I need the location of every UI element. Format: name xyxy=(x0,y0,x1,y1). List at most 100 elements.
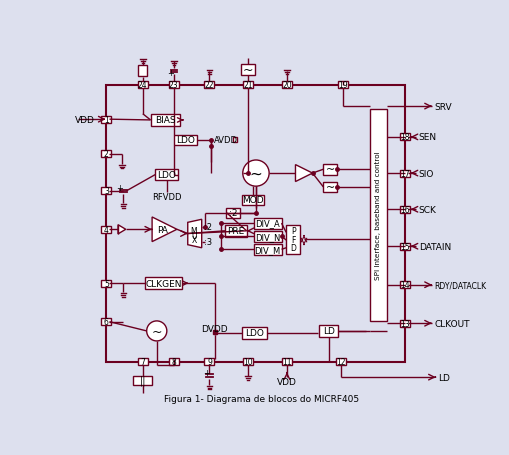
Bar xyxy=(323,182,336,193)
Text: ~: ~ xyxy=(249,166,262,181)
Text: 18: 18 xyxy=(399,133,409,142)
Text: P: P xyxy=(290,227,295,236)
Text: ~: ~ xyxy=(151,325,162,338)
Circle shape xyxy=(147,321,166,341)
Bar xyxy=(337,82,347,89)
Text: :2: :2 xyxy=(204,223,211,232)
Text: Figura 1- Diagrama de blocos do MICRF405: Figura 1- Diagrama de blocos do MICRF405 xyxy=(163,394,358,403)
Bar xyxy=(226,208,240,218)
Text: AVDD: AVDD xyxy=(214,136,238,145)
Text: SRV: SRV xyxy=(433,102,451,111)
Bar xyxy=(137,359,148,365)
Text: 6: 6 xyxy=(104,318,108,327)
Bar xyxy=(101,188,111,195)
Text: VDD: VDD xyxy=(74,116,94,124)
Text: 8: 8 xyxy=(171,358,176,366)
Text: PA: PA xyxy=(157,225,168,234)
Text: SCK: SCK xyxy=(418,205,436,214)
Bar xyxy=(369,110,386,321)
Bar xyxy=(242,327,266,339)
Text: LD: LD xyxy=(437,373,449,382)
Polygon shape xyxy=(295,165,312,182)
Text: D: D xyxy=(290,244,296,253)
Bar xyxy=(281,359,292,365)
Bar xyxy=(204,82,214,89)
Bar xyxy=(138,66,147,77)
Bar xyxy=(150,115,180,127)
Text: :2: :2 xyxy=(229,209,237,218)
Bar xyxy=(232,137,237,142)
Bar xyxy=(101,226,111,233)
Bar xyxy=(101,116,111,123)
Bar xyxy=(323,164,336,175)
Text: 4: 4 xyxy=(104,225,108,234)
Text: CLKGEN: CLKGEN xyxy=(145,279,182,288)
Text: X: X xyxy=(191,236,196,245)
Text: F: F xyxy=(291,235,295,244)
Text: DIV_N: DIV_N xyxy=(254,232,280,241)
Text: DVDD: DVDD xyxy=(201,324,228,334)
Text: 11: 11 xyxy=(281,358,291,366)
Text: 24: 24 xyxy=(138,81,147,90)
Text: +: + xyxy=(167,69,174,78)
Bar xyxy=(242,195,263,205)
Text: 17: 17 xyxy=(399,169,409,178)
Text: +: + xyxy=(203,368,209,377)
Text: RFVDD: RFVDD xyxy=(152,193,181,202)
Text: DIV_M: DIV_M xyxy=(254,245,280,254)
Text: 9: 9 xyxy=(207,358,211,366)
Polygon shape xyxy=(118,225,126,234)
Text: LDO: LDO xyxy=(176,136,194,145)
Text: SPI Interface, baseband and control: SPI Interface, baseband and control xyxy=(375,152,381,280)
Text: 14: 14 xyxy=(399,281,409,289)
Bar xyxy=(399,170,409,177)
Text: 20: 20 xyxy=(281,81,291,90)
Bar xyxy=(253,244,281,255)
Text: M: M xyxy=(190,227,197,235)
Text: RDY/DATACLK: RDY/DATACLK xyxy=(433,281,486,289)
Text: 3: 3 xyxy=(104,187,108,196)
Bar xyxy=(399,206,409,213)
Text: ||: || xyxy=(139,375,146,385)
Bar xyxy=(106,86,404,362)
Text: 1: 1 xyxy=(104,116,108,124)
Text: BIAS: BIAS xyxy=(155,116,175,125)
Text: PRE: PRE xyxy=(227,227,244,236)
Bar xyxy=(168,82,179,89)
Text: SEN: SEN xyxy=(418,133,436,142)
Bar xyxy=(253,218,281,229)
Text: 12: 12 xyxy=(336,358,345,366)
Text: MOD: MOD xyxy=(242,196,263,205)
Circle shape xyxy=(242,161,269,187)
Bar xyxy=(335,359,346,365)
Bar xyxy=(243,82,253,89)
Bar xyxy=(399,134,409,141)
Bar xyxy=(399,320,409,327)
Text: VDD: VDD xyxy=(276,377,296,386)
Text: LDO: LDO xyxy=(244,329,263,338)
Text: 10: 10 xyxy=(243,358,252,366)
Polygon shape xyxy=(187,220,201,248)
Bar xyxy=(243,359,253,365)
Text: ~: ~ xyxy=(242,64,253,76)
Text: 13: 13 xyxy=(399,319,409,328)
Bar xyxy=(101,318,111,325)
Text: 2: 2 xyxy=(104,150,108,159)
Text: SIO: SIO xyxy=(418,169,433,178)
Text: DIV_A: DIV_A xyxy=(254,219,279,228)
Bar xyxy=(399,282,409,288)
Polygon shape xyxy=(152,217,177,242)
Bar xyxy=(319,325,337,337)
Bar xyxy=(168,359,179,365)
Text: 21: 21 xyxy=(243,81,252,90)
Text: 16: 16 xyxy=(399,205,409,214)
Bar xyxy=(101,280,111,287)
Bar xyxy=(241,65,254,76)
Text: 15: 15 xyxy=(399,242,409,251)
Bar xyxy=(155,170,178,181)
Bar xyxy=(204,359,214,365)
Bar xyxy=(137,82,148,89)
Bar xyxy=(101,151,111,158)
Text: CLKOUT: CLKOUT xyxy=(433,319,469,328)
Bar xyxy=(133,376,152,385)
